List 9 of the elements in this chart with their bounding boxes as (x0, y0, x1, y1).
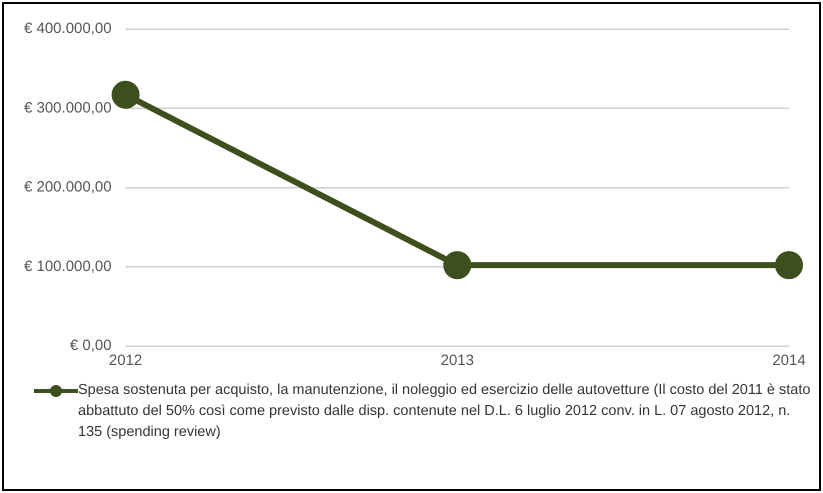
legend-label: Spesa sostenuta per acquisto, la manutenzione, il noleggio ed esercizio delle autovetture (Il costo del 2011 è stato abbattuto del 50% così come previsto dalle disp. contenute nel D.L. 6 luglio 2012 conv. in L. 07 agosto 2012, n. 135 (spending review) (78, 381, 812, 442)
x-tick-label: 2013 (440, 352, 474, 370)
y-tick-label: € 400.000,00 (24, 20, 112, 38)
y-tick-label: € 100.000,00 (24, 258, 112, 275)
y-tick-label: € 0,00 (70, 337, 112, 354)
y-tick-label: € 300.000,00 (24, 99, 112, 116)
y-tick-label: € 200.000,00 (24, 178, 112, 196)
x-tick-label: 2012 (108, 352, 142, 370)
x-tick-label: 2014 (772, 352, 806, 370)
